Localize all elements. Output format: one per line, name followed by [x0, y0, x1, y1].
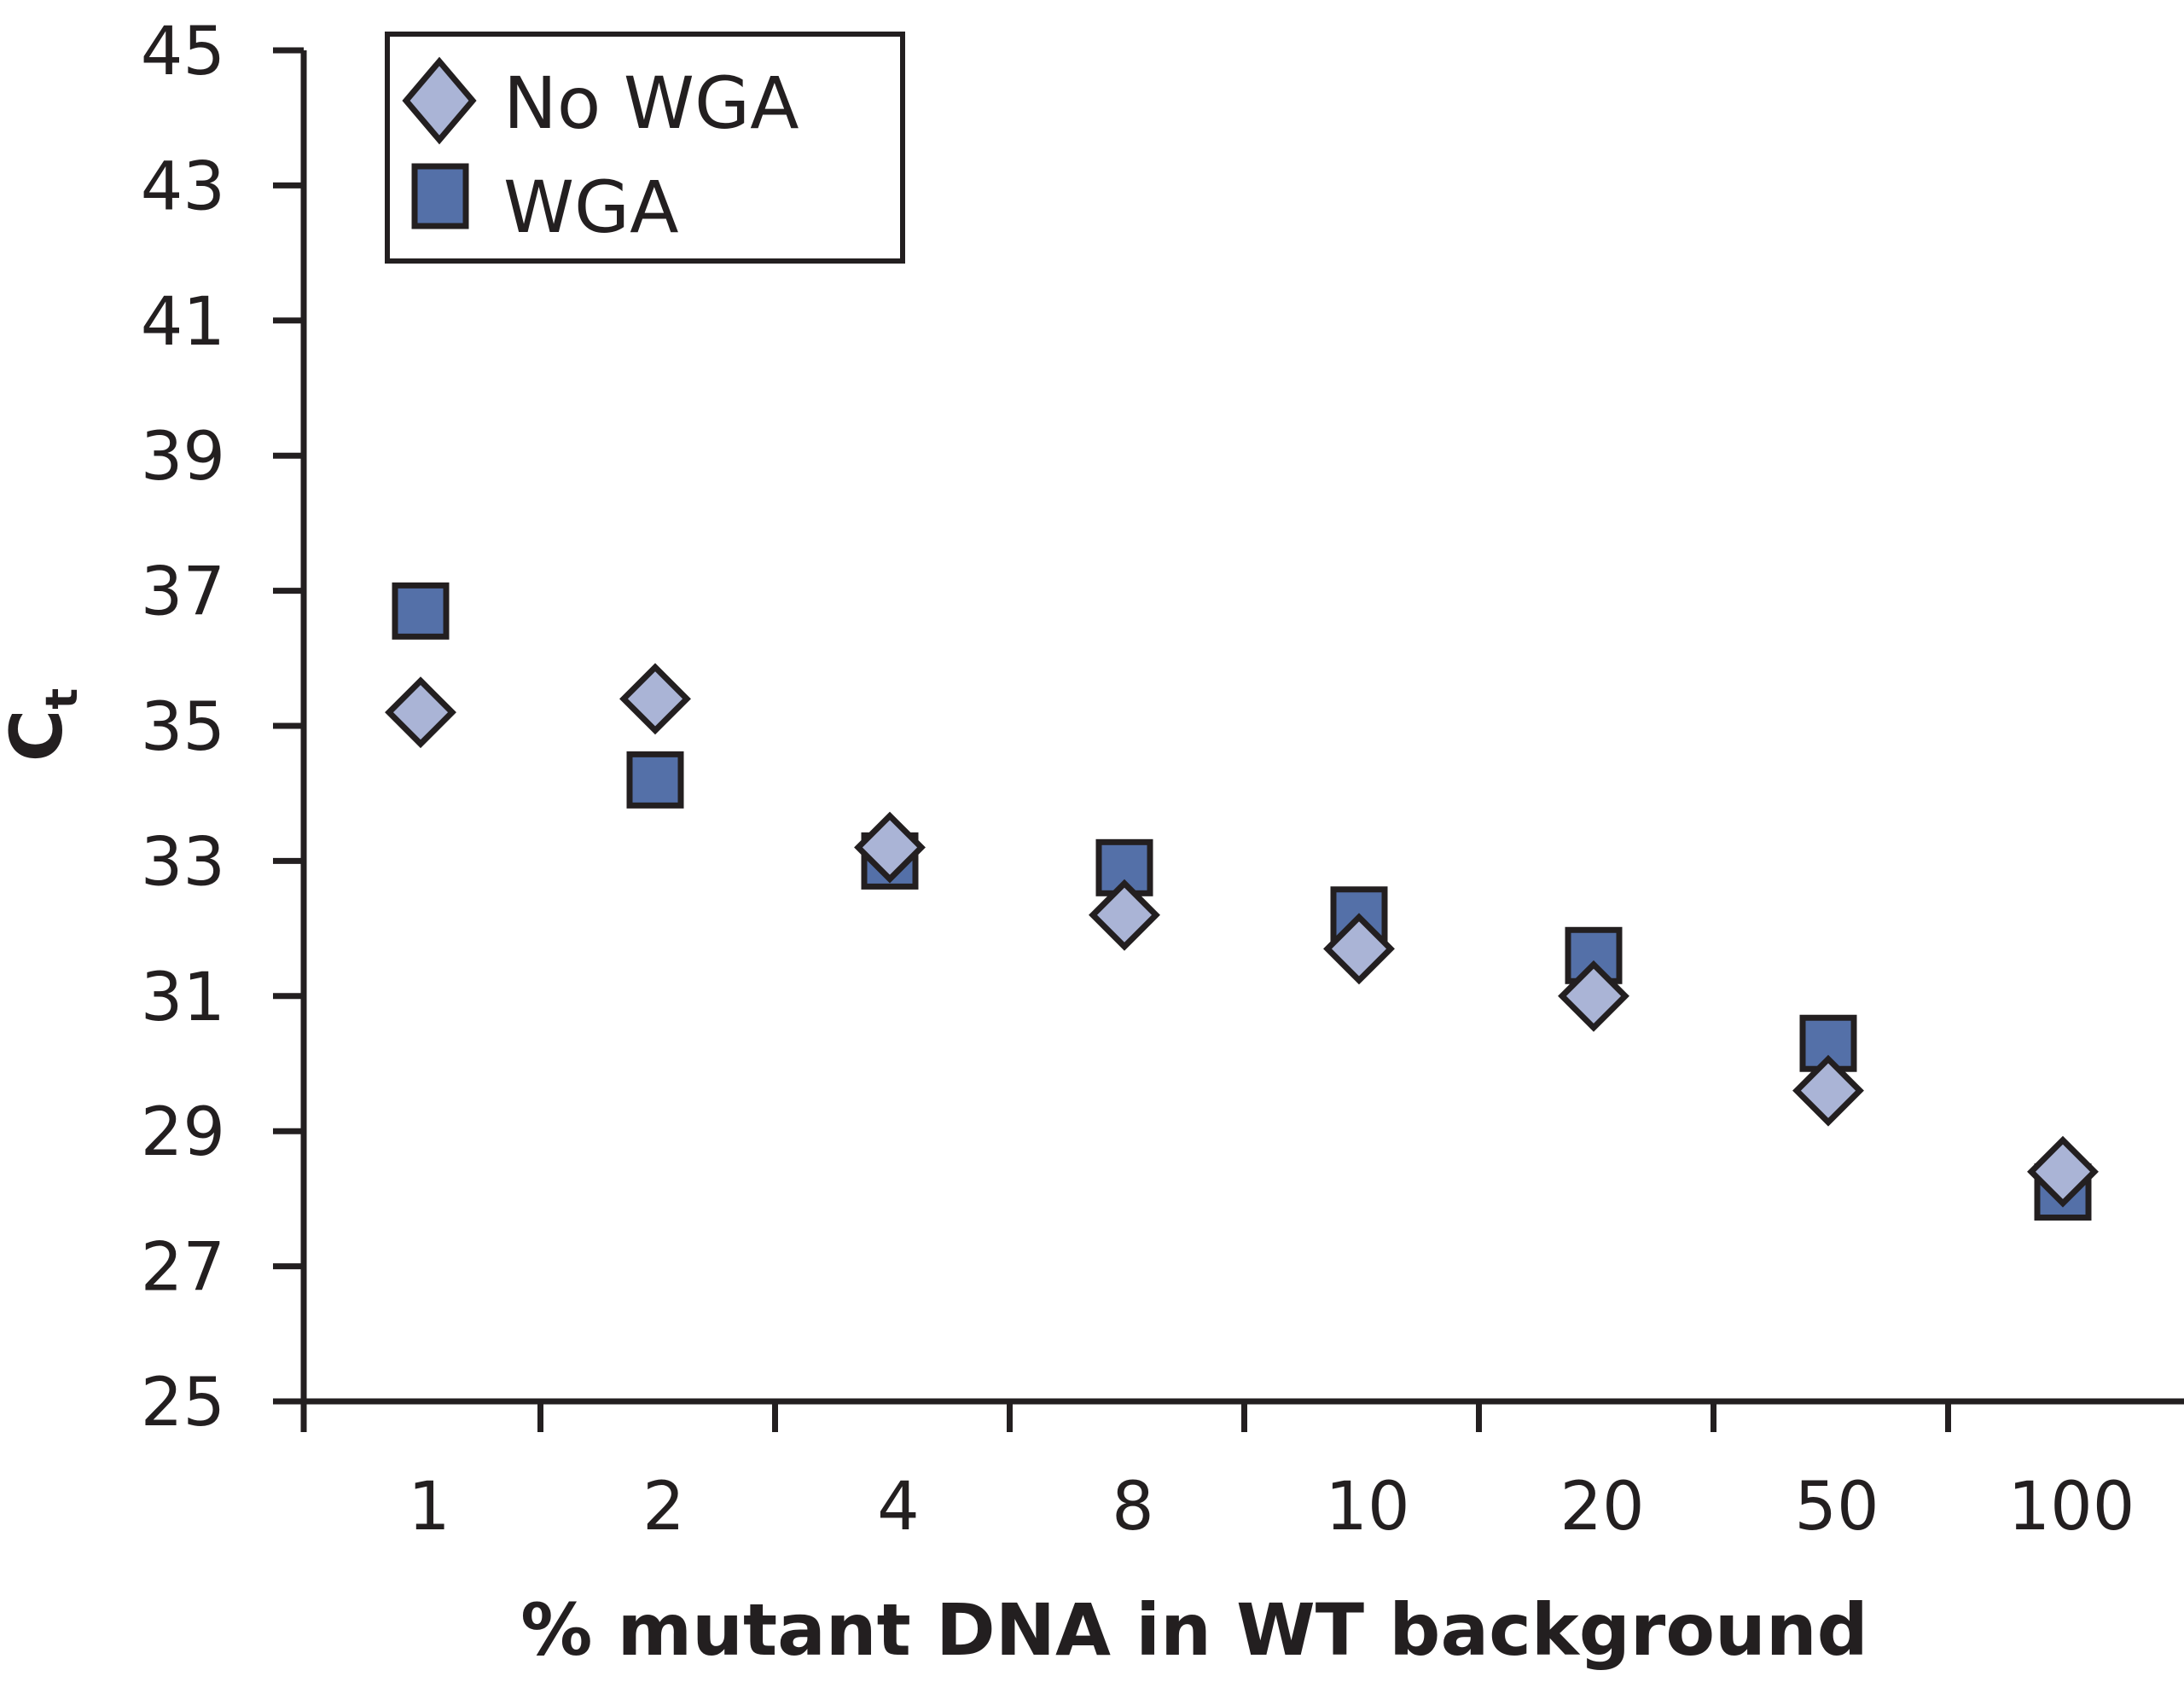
y-axis-ticks: 25 27 29 31 33 35 37 39 41 43 45 [141, 14, 304, 1441]
y-tick-label: 29 [141, 1094, 225, 1171]
y-tick-label: 35 [141, 689, 225, 766]
data-point-wga [392, 582, 450, 640]
legend-label-wga: WGA [503, 165, 679, 249]
y-tick-label: 43 [141, 148, 225, 225]
legend-box [385, 32, 905, 264]
svg-text:Ct: Ct [0, 688, 88, 763]
data-point-wga [626, 751, 684, 809]
x-axis-ticks: 1 2 4 8 10 20 50 100 [408, 1401, 2135, 1546]
data-point-no-wga [619, 663, 691, 735]
data-point-no-wga [2027, 1135, 2099, 1208]
x-tick-label: 4 [877, 1469, 920, 1546]
y-tick-label: 37 [141, 554, 225, 631]
data-point-no-wga [1323, 913, 1395, 985]
x-tick-label: 1 [408, 1469, 450, 1546]
y-axis-title-main: C [0, 710, 78, 763]
legend: No WGA WGA [385, 32, 905, 264]
x-tick-label: 50 [1794, 1469, 1879, 1546]
data-point-no-wga [1558, 960, 1629, 1032]
data-point-no-wga [1089, 879, 1160, 951]
y-axis-title-subscript: t [37, 688, 88, 710]
data-point-no-wga [1792, 1054, 1864, 1127]
x-tick-label: 10 [1325, 1469, 1409, 1546]
x-tick-label: 20 [1560, 1469, 1644, 1546]
x-tick-label: 100 [2008, 1469, 2135, 1546]
data-point-no-wga [854, 811, 926, 884]
y-tick-label: 31 [141, 960, 225, 1036]
data-points [385, 582, 2099, 1221]
x-axis-title: % mutant DNA in WT background [520, 1588, 1868, 1672]
legend-diamond-icon [402, 56, 477, 145]
y-tick-label: 25 [141, 1365, 225, 1441]
legend-label-no-wga: No WGA [503, 61, 799, 145]
y-tick-label: 33 [141, 824, 225, 901]
y-tick-label: 41 [141, 284, 225, 361]
y-axis-title: Ct [0, 688, 88, 763]
axes [273, 50, 2184, 1432]
y-tick-label: 39 [141, 419, 225, 496]
y-tick-label: 45 [141, 14, 225, 90]
y-tick-label: 27 [141, 1230, 225, 1307]
data-point-no-wga [385, 676, 456, 749]
x-tick-label: 8 [1112, 1469, 1154, 1546]
x-tick-label: 2 [642, 1469, 685, 1546]
legend-square-icon [411, 163, 469, 229]
